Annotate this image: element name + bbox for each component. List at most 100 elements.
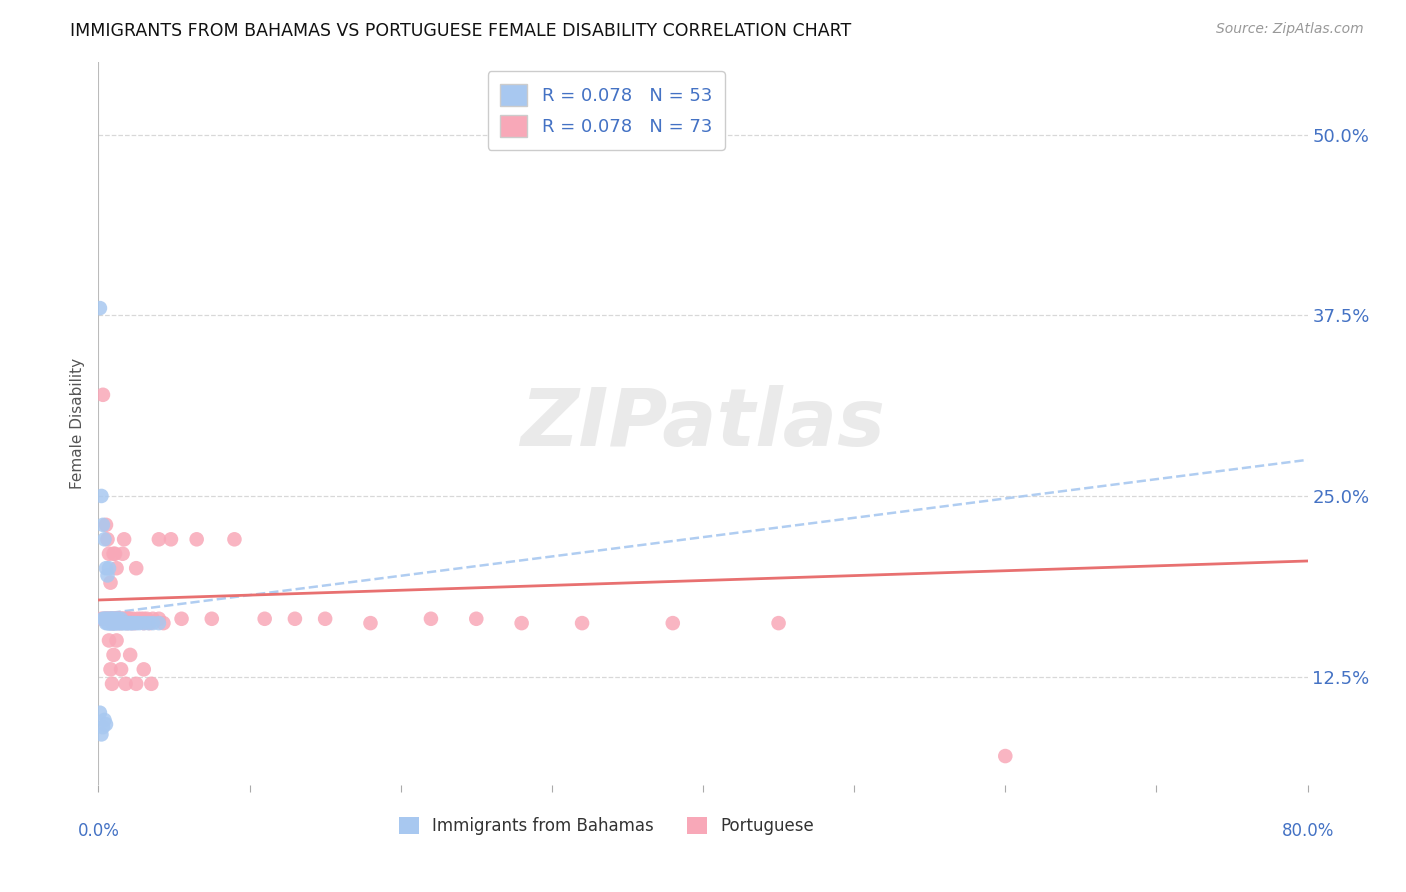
Point [103, 547, 125, 561]
Point [132, 616, 155, 631]
Point [111, 547, 134, 561]
Point [103, 616, 125, 631]
Point [132, 662, 155, 676]
Point [136, 616, 159, 631]
Point [152, 616, 174, 631]
Point [101, 612, 124, 626]
Point [91, 388, 114, 402]
Point [93, 612, 115, 626]
Point [94, 561, 117, 575]
Point [112, 612, 135, 626]
Point [103, 648, 125, 662]
Point [90, 612, 112, 626]
Point [114, 677, 136, 691]
Point [360, 616, 382, 631]
Point [142, 612, 165, 626]
Point [105, 633, 128, 648]
Point [93, 612, 115, 626]
Point [94, 612, 117, 626]
Point [100, 612, 122, 626]
Point [91, 720, 114, 734]
Point [127, 612, 149, 626]
Point [104, 547, 127, 561]
Point [104, 616, 127, 631]
Point [98, 612, 121, 626]
Text: Source: ZipAtlas.com: Source: ZipAtlas.com [1216, 22, 1364, 37]
Point [128, 616, 150, 631]
Point [768, 616, 790, 631]
Point [110, 612, 132, 626]
Point [121, 616, 143, 631]
Point [120, 616, 142, 631]
Point [125, 677, 148, 691]
Point [93, 533, 115, 547]
Point [110, 612, 132, 626]
Point [160, 533, 183, 547]
Point [101, 616, 124, 631]
Text: ZIPatlas: ZIPatlas [520, 384, 886, 463]
Point [122, 616, 145, 631]
Point [110, 616, 132, 631]
Point [125, 616, 148, 631]
Point [98, 616, 121, 631]
Point [112, 616, 135, 631]
Point [114, 612, 136, 626]
Point [104, 616, 127, 631]
Point [96, 568, 118, 582]
Text: 80.0%: 80.0% [1281, 822, 1334, 839]
Point [314, 612, 336, 626]
Point [108, 616, 131, 631]
Point [107, 616, 129, 631]
Point [101, 677, 124, 691]
Point [170, 612, 193, 626]
Point [132, 616, 155, 631]
Point [110, 616, 132, 631]
Point [510, 616, 533, 631]
Point [94, 517, 117, 532]
Point [120, 648, 142, 662]
Point [100, 616, 122, 631]
Point [112, 533, 135, 547]
Point [994, 749, 1017, 764]
Point [107, 616, 129, 631]
Point [148, 612, 170, 626]
Point [284, 612, 307, 626]
Point [101, 616, 124, 631]
Point [121, 616, 143, 631]
Point [96, 616, 118, 631]
Point [89, 706, 111, 720]
Point [98, 547, 121, 561]
Point [105, 612, 128, 626]
Point [132, 612, 155, 626]
Point [100, 616, 122, 631]
Point [94, 612, 117, 626]
Point [107, 612, 129, 626]
Point [125, 561, 148, 575]
Point [420, 612, 443, 626]
Point [111, 616, 134, 631]
Point [571, 616, 593, 631]
Point [98, 561, 121, 575]
Point [114, 616, 136, 631]
Point [135, 612, 157, 626]
Point [122, 612, 145, 626]
Point [139, 616, 162, 631]
Point [98, 612, 121, 626]
Point [105, 561, 128, 575]
Point [201, 612, 224, 626]
Point [253, 612, 276, 626]
Point [101, 612, 124, 626]
Point [91, 517, 114, 532]
Point [98, 616, 121, 631]
Point [104, 612, 127, 626]
Point [103, 616, 125, 631]
Legend: Immigrants from Bahamas, Portuguese: Immigrants from Bahamas, Portuguese [392, 810, 821, 842]
Text: 0.0%: 0.0% [77, 822, 120, 839]
Point [115, 616, 138, 631]
Point [148, 616, 170, 631]
Point [91, 612, 114, 626]
Point [111, 612, 134, 626]
Point [120, 612, 142, 626]
Point [103, 612, 125, 626]
Point [98, 633, 121, 648]
